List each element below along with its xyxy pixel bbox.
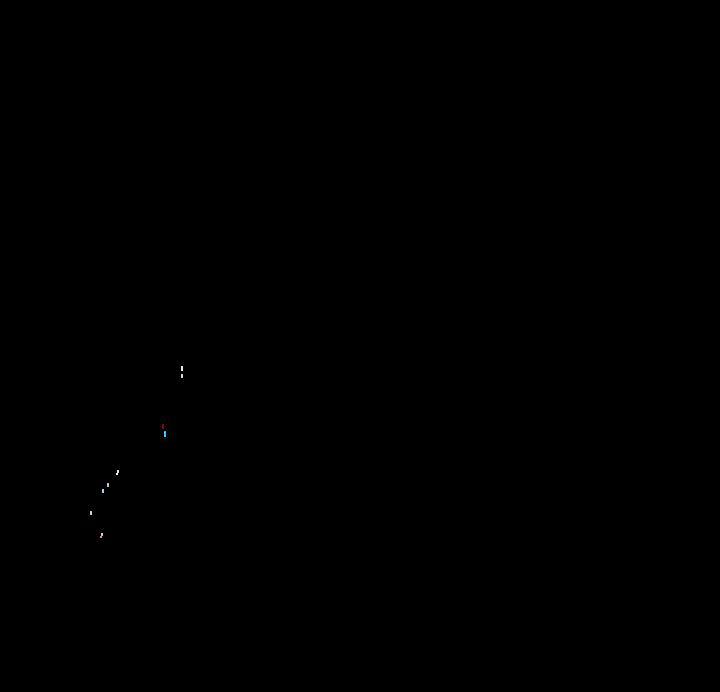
pink-light-pair-upper bbox=[101, 533, 103, 536]
pale-cyan-light bbox=[102, 489, 104, 493]
lavender-light bbox=[107, 483, 109, 487]
pink-light bbox=[90, 511, 92, 515]
cyan-light bbox=[164, 431, 166, 437]
pinkish-white-light-upper bbox=[181, 366, 183, 371]
pink-light-pair-lower bbox=[100, 536, 102, 538]
cream-light-top bbox=[117, 470, 119, 473]
dark-red-light bbox=[162, 424, 164, 429]
white-light-bottom bbox=[116, 473, 118, 475]
pinkish-white-light-lower bbox=[181, 374, 183, 378]
